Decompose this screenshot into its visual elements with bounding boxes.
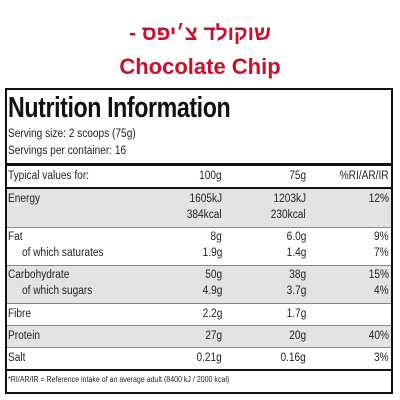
row-separator: [7, 347, 391, 348]
row-value: 40%: [368, 330, 389, 342]
row-label: Protein: [8, 330, 41, 342]
column-header: 100g: [199, 170, 222, 182]
row-shade: [7, 265, 391, 303]
footnote: *RI/AR/IR = Reference intake of an avera…: [8, 375, 230, 384]
row-value: 1.4g: [286, 247, 306, 259]
row-label: Fat: [8, 231, 23, 243]
row-separator: [7, 227, 391, 228]
row-value: 230kcal: [271, 209, 306, 221]
row-value: 1605kJ: [189, 193, 222, 205]
row-separator: [7, 265, 391, 266]
row-value: 7%: [374, 247, 389, 259]
row-label: Energy: [8, 193, 41, 205]
servings: Servings per container: 16: [8, 145, 127, 157]
row-value: 0.21g: [196, 352, 222, 364]
row-value: 3%: [374, 352, 389, 364]
row-value: 12%: [368, 193, 389, 205]
serving-size: Serving size: 2 scoops (75g): [8, 128, 136, 140]
label-box: [5, 88, 393, 394]
row-value: 4%: [374, 285, 389, 297]
row-value: 0.16g: [280, 352, 306, 364]
column-header: %RI/AR/IR: [340, 170, 389, 182]
row-label: of which sugars: [22, 285, 93, 297]
bottom-rule: [7, 369, 391, 371]
row-label: Carbohydrate: [8, 269, 70, 281]
row-shade: [7, 189, 391, 227]
row-value: 1.9g: [202, 247, 222, 259]
row-value: 8g: [210, 231, 222, 243]
column-header: Typical values for:: [8, 170, 90, 182]
label-title: Nutrition Information: [8, 92, 231, 124]
row-value: 20g: [289, 330, 306, 342]
row-value: 50g: [205, 269, 222, 281]
row-label: Salt: [8, 352, 26, 364]
row-label: of which saturates: [22, 247, 104, 259]
row-value: 2.2g: [202, 308, 222, 320]
row-value: 27g: [205, 330, 222, 342]
title-hebrew: שוקולד צ׳יפס -: [129, 22, 271, 45]
row-separator: [7, 303, 391, 304]
row-separator: [7, 325, 391, 326]
title-english: Chocolate Chip: [119, 54, 281, 79]
row-value: 384kcal: [187, 209, 222, 221]
thick-rule: [7, 163, 391, 166]
row-shade: [7, 325, 391, 347]
column-header: 75g: [289, 170, 306, 182]
row-value: 1.7g: [286, 308, 306, 320]
row-value: 1203kJ: [273, 193, 306, 205]
row-label: Fibre: [8, 308, 32, 320]
row-value: 38g: [289, 269, 306, 281]
row-value: 3.7g: [286, 285, 306, 297]
row-value: 4.9g: [202, 285, 222, 297]
row-value: 15%: [368, 269, 389, 281]
header-rule: [7, 187, 391, 189]
row-value: 6.0g: [286, 231, 306, 243]
row-value: 9%: [374, 231, 389, 243]
